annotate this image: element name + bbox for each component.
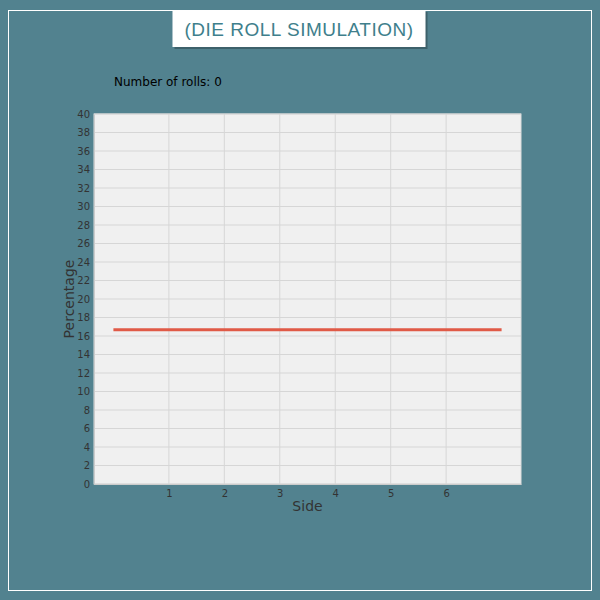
grid-line-y [94,188,521,189]
grid-line-y [94,299,521,300]
x-tick: 6 [443,484,449,499]
x-tick: 1 [166,484,172,499]
grid [94,114,521,484]
y-tick-label: 38 [77,127,90,138]
y-tick-label: 34 [77,164,90,175]
y-tick-label: 24 [77,257,90,268]
y-tick: 38 [77,127,94,138]
border [9,11,592,591]
grid-line-y [94,114,521,115]
x-tick-label: 6 [443,488,449,499]
y-axis-line [94,115,95,485]
y-tick-label: 32 [77,183,90,194]
y-tick-label: 36 [77,146,90,157]
y-tick-label: 14 [77,349,90,360]
marks [113,329,501,330]
y-tick-label: 18 [77,312,90,323]
y-tick: 34 [77,164,94,175]
y-tick-label: 2 [84,460,90,471]
chart: (DIE ROLL SIMULATION) Number of rolls: 0 0… [0,0,600,600]
grid-line-x [224,114,225,484]
grid-line-y [94,262,521,263]
x-tick: 4 [333,484,339,499]
y-tick: 18 [77,312,94,323]
title-background [172,10,425,47]
grid-line-x [390,114,391,484]
x-tick-label: 1 [166,488,172,499]
y-tick-label: 20 [77,294,90,305]
plot-area [94,114,521,484]
y-tick: 22 [77,275,94,286]
y-tick: 28 [77,220,94,231]
grid-line-y [94,354,521,355]
grid-line-y [94,447,521,448]
x-tick-label: 3 [277,488,283,499]
x-tick-label: 4 [333,488,339,499]
series-line [113,328,501,331]
grid-line-x [446,114,447,484]
grid-line-y [94,169,521,170]
grid-line-y [94,280,521,281]
grid-line-y [94,484,521,485]
grid-line-x [279,114,280,484]
y-tick: 24 [77,257,94,268]
y-tick: 20 [77,294,94,305]
grid-line-y [94,428,521,429]
y-tick: 40 [77,109,94,120]
y-tick: 26 [77,238,94,249]
y-tick: 32 [77,183,94,194]
title: (DIE ROLL SIMULATION) [184,19,413,40]
y-tick-label: 10 [77,386,90,397]
grid-line-y [94,225,521,226]
y-tick-label: 8 [84,405,90,416]
y-tick: 10 [77,386,94,397]
y-tick: 4 [84,442,94,453]
y-tick-label: 4 [84,442,90,453]
y-tick-label: 28 [77,220,90,231]
title-box: (DIE ROLL SIMULATION) [172,10,427,49]
x-tick: 5 [388,484,394,499]
y-tick: 30 [77,201,94,212]
grid-line-x [168,114,169,484]
background [0,0,600,600]
x-tick: 2 [222,484,228,499]
y-axis-title: Percentage [61,260,77,339]
y-tick-label: 16 [77,331,90,342]
y-tick: 16 [77,331,94,342]
x-tick-label: 5 [388,488,394,499]
grid-line-y [94,151,521,152]
y-tick: 8 [84,405,94,416]
grid-line-y [94,132,521,133]
subtitle: Number of rolls: 0 [114,75,222,89]
grid-line-y [94,465,521,466]
y-tick-label: 12 [77,368,90,379]
y-axis: 0246810121416182022242628303234363840 [77,109,94,490]
y-tick: 36 [77,146,94,157]
y-tick: 2 [84,460,94,471]
y-tick: 12 [77,368,94,379]
grid-line-y [94,317,521,318]
y-tick-label: 22 [77,275,90,286]
y-tick: 14 [77,349,94,360]
grid-line-y [94,206,521,207]
grid-line-x [335,114,336,484]
y-tick-label: 30 [77,201,90,212]
grid-line-y [94,243,521,244]
y-tick: 6 [84,423,94,434]
grid-line-y [94,410,521,411]
grid-line-y [94,373,521,374]
grid-line-y [94,336,521,337]
grid-line-y [94,391,521,392]
x-tick-label: 2 [222,488,228,499]
x-axis-title: Side [292,498,322,514]
y-tick-label: 40 [77,109,90,120]
x-axis: 1 2 3 4 5 6 [95,484,522,499]
x-tick: 3 [277,484,283,499]
y-tick: 0 [84,479,94,490]
y-tick-label: 26 [77,238,90,249]
x-axis-line [95,484,522,485]
y-tick-label: 0 [84,479,90,490]
y-tick-label: 6 [84,423,90,434]
